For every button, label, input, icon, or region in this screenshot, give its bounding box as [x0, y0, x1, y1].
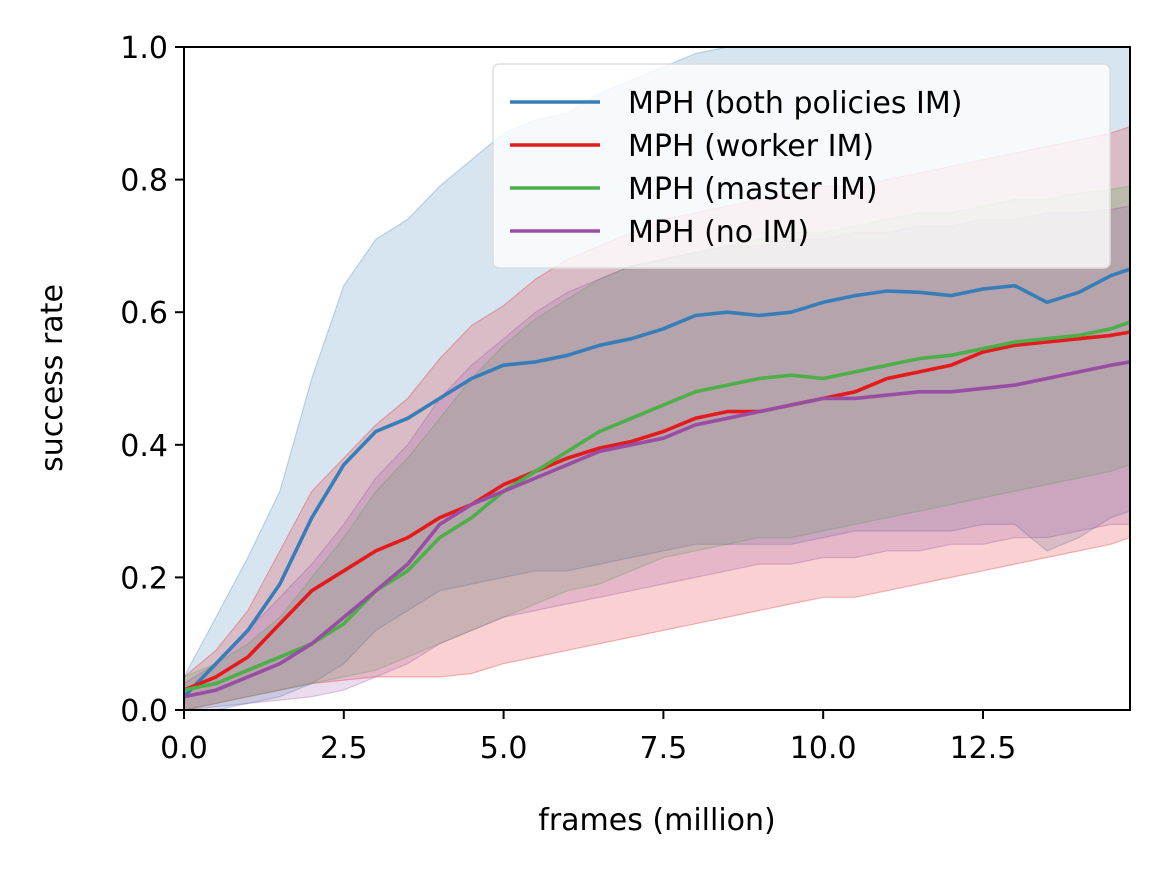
band-mph-master-im: [184, 185, 1130, 710]
y-axis-title: success rate: [35, 284, 70, 472]
x-tick-label: 2.5: [320, 731, 368, 766]
legend-label-mph-worker-im: MPH (worker IM): [628, 129, 874, 164]
line-mph-master-im: [184, 320, 1130, 692]
y-tick-label: 0.8: [120, 164, 168, 199]
y-tick-label: 1.0: [120, 31, 168, 66]
line-mph-worker-im: [184, 330, 1130, 692]
line-mph-both-policies-im: [184, 267, 1130, 698]
line-mph-no-im: [184, 360, 1130, 699]
y-tick-label: 0.0: [120, 694, 168, 729]
legend-label-mph-no-im: MPH (no IM): [628, 215, 809, 250]
x-tick-label: 10.0: [790, 731, 857, 766]
band-mph-no-im: [184, 205, 1130, 710]
legend-label-mph-master-im: MPH (master IM): [628, 172, 878, 207]
x-tick-label: 7.5: [640, 731, 688, 766]
legend-box: [492, 63, 1111, 269]
band-mph-worker-im: [184, 125, 1130, 710]
x-tick-label: 12.5: [950, 731, 1017, 766]
y-tick-label: 0.2: [120, 561, 168, 596]
x-tick-label: 5.0: [480, 731, 528, 766]
x-tick-label: 0.0: [160, 731, 208, 766]
plot-area-frame: [183, 46, 1131, 711]
y-tick-label: 0.6: [120, 296, 168, 331]
y-tick-label: 0.4: [120, 429, 168, 464]
x-axis-title: frames (million): [538, 803, 775, 838]
axis-ticks: 0.0 2.5 5.0 7.5 10.0 12.5 0.0 0.2 0.4 0.6 0.8 1.0: [120, 31, 1016, 766]
series-lines: [184, 267, 1130, 699]
legend: MPH (both policies IM) MPH (worker IM) MPH…: [492, 63, 1111, 269]
legend-label-mph-both-policies-im: MPH (both policies IM): [628, 86, 962, 121]
